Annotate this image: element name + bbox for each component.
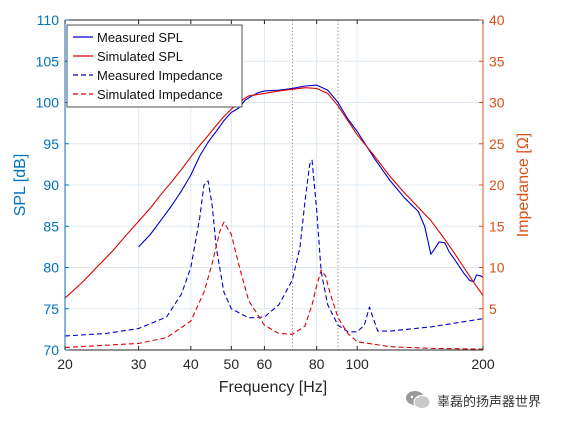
right-y-tick-label: 40 [489,12,505,28]
right-y-tick-label: 30 [489,95,505,111]
wechat-icon [406,391,431,409]
right-y-tick-label: 20 [489,177,505,193]
left-y-axis-ticks: 70 75 80 85 90 95 100 105 110 [36,12,69,358]
x-tick-label: 20 [57,356,73,372]
right-y-axis-ticks: 5 10 15 20 25 30 35 40 [479,12,505,317]
left-y-tick-label: 70 [43,342,59,358]
x-tick-label: 80 [309,356,325,372]
legend-label: Measured Impedance [97,68,223,83]
series-layer [64,84,484,350]
legend: Measured SPL Simulated SPL Measured Impeda… [66,24,243,108]
x-tick-label: 60 [257,356,273,372]
left-y-tick-label: 80 [43,260,59,276]
simulated-spl-line [64,87,484,299]
right-y-tick-label: 35 [489,53,505,69]
left-y-tick-label: 105 [36,53,60,69]
x-tick-label: 30 [131,356,147,372]
left-y-tick-label: 90 [43,177,59,193]
simulated-impedance-line [64,221,484,350]
right-y-tick-label: 15 [489,218,505,234]
measured-spl-line [138,84,484,283]
left-y-tick-label: 100 [36,95,60,111]
measured-impedance-line [64,159,484,337]
right-y-tick-label: 5 [489,301,497,317]
x-tick-label: 50 [224,356,240,372]
x-tick-label: 40 [183,356,199,372]
left-y-tick-label: 85 [43,218,59,234]
legend-box [66,24,243,108]
watermark-text: 辜磊的扬声器世界 [437,394,542,410]
right-y-axis-label: Impedance [Ω] [515,133,532,237]
left-y-tick-label: 110 [37,12,60,28]
x-axis-ticks: 20 30 40 50 60 80 100 200 [57,20,495,372]
legend-label: Simulated Impedance [97,87,223,102]
legend-label: Simulated SPL [97,49,183,64]
x-axis-label: Frequency [Hz] [219,379,327,396]
watermark: 辜磊的扬声器世界 [405,388,565,412]
x-tick-label: 200 [471,356,495,372]
right-y-tick-label: 25 [489,136,505,152]
right-y-tick-label: 10 [489,260,505,276]
left-y-axis-label: SPL [dB] [12,154,29,217]
left-y-tick-label: 75 [43,301,59,317]
x-tick-label: 100 [345,356,369,372]
left-y-tick-label: 95 [43,136,59,152]
legend-label: Measured SPL [97,30,183,45]
